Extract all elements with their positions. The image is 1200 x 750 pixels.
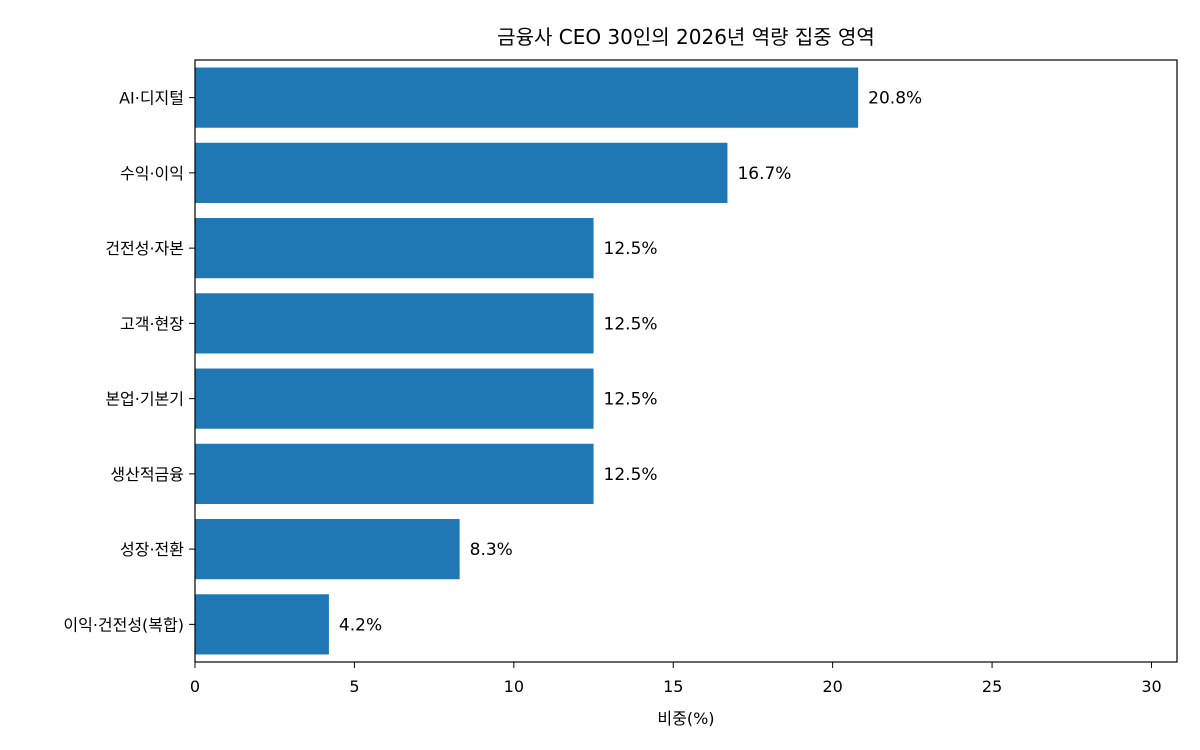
y-axis: AI·디지털수익·이익건전성·자본고객·현장본업·기본기생산적금융성장·전환이익… — [63, 89, 195, 634]
bar-value-label: 8.3% — [470, 540, 513, 560]
y-tick-label: AI·디지털 — [119, 89, 184, 108]
y-tick-label: 성장·전환 — [120, 540, 184, 559]
x-tick-label: 5 — [349, 677, 359, 696]
x-axis-label: 비중(%) — [657, 709, 714, 728]
bar-value-label: 12.5% — [604, 390, 658, 410]
bar-5 — [195, 443, 594, 504]
x-tick-label: 15 — [663, 677, 683, 696]
y-tick-label: 수익·이익 — [120, 164, 184, 183]
y-tick-label: 건전성·자본 — [105, 239, 184, 258]
bar-value-label: 12.5% — [604, 314, 658, 334]
x-axis: 0 5 10 15 20 25 30 — [190, 662, 1162, 696]
y-tick-label: 본업·기본기 — [105, 390, 184, 409]
bar-value-label: 4.2% — [339, 615, 382, 635]
x-tick-label: 20 — [822, 677, 842, 696]
bar-0 — [195, 67, 859, 128]
bar-value-label: 16.7% — [737, 164, 791, 184]
x-tick-label: 10 — [504, 677, 524, 696]
bar-7 — [195, 594, 329, 655]
bar-6 — [195, 519, 460, 580]
labels-layer: 20.8% 16.7% 12.5% 12.5% 12.5% 12.5% 8.3% 4.2% — [339, 89, 922, 636]
plot-frame — [194, 59, 1178, 663]
y-tick-label: 이익·건전성(복합) — [63, 615, 184, 634]
bar-3 — [195, 293, 594, 354]
y-tick-label: 생산적금융 — [110, 465, 184, 484]
bar-2 — [195, 218, 594, 279]
bar-1 — [195, 142, 728, 203]
bar-4 — [195, 368, 594, 429]
x-tick-label: 25 — [982, 677, 1002, 696]
bar-value-label: 12.5% — [604, 465, 658, 485]
bar-value-label: 20.8% — [868, 89, 922, 109]
y-tick-label: 고객·현장 — [120, 314, 184, 333]
x-tick-label: 30 — [1141, 677, 1161, 696]
x-tick-label: 0 — [190, 677, 200, 696]
bars-layer — [195, 67, 859, 655]
bar-value-label: 12.5% — [604, 239, 658, 259]
chart-title: 금융사 CEO 30인의 2026년 역량 집중 영역 — [497, 25, 875, 49]
